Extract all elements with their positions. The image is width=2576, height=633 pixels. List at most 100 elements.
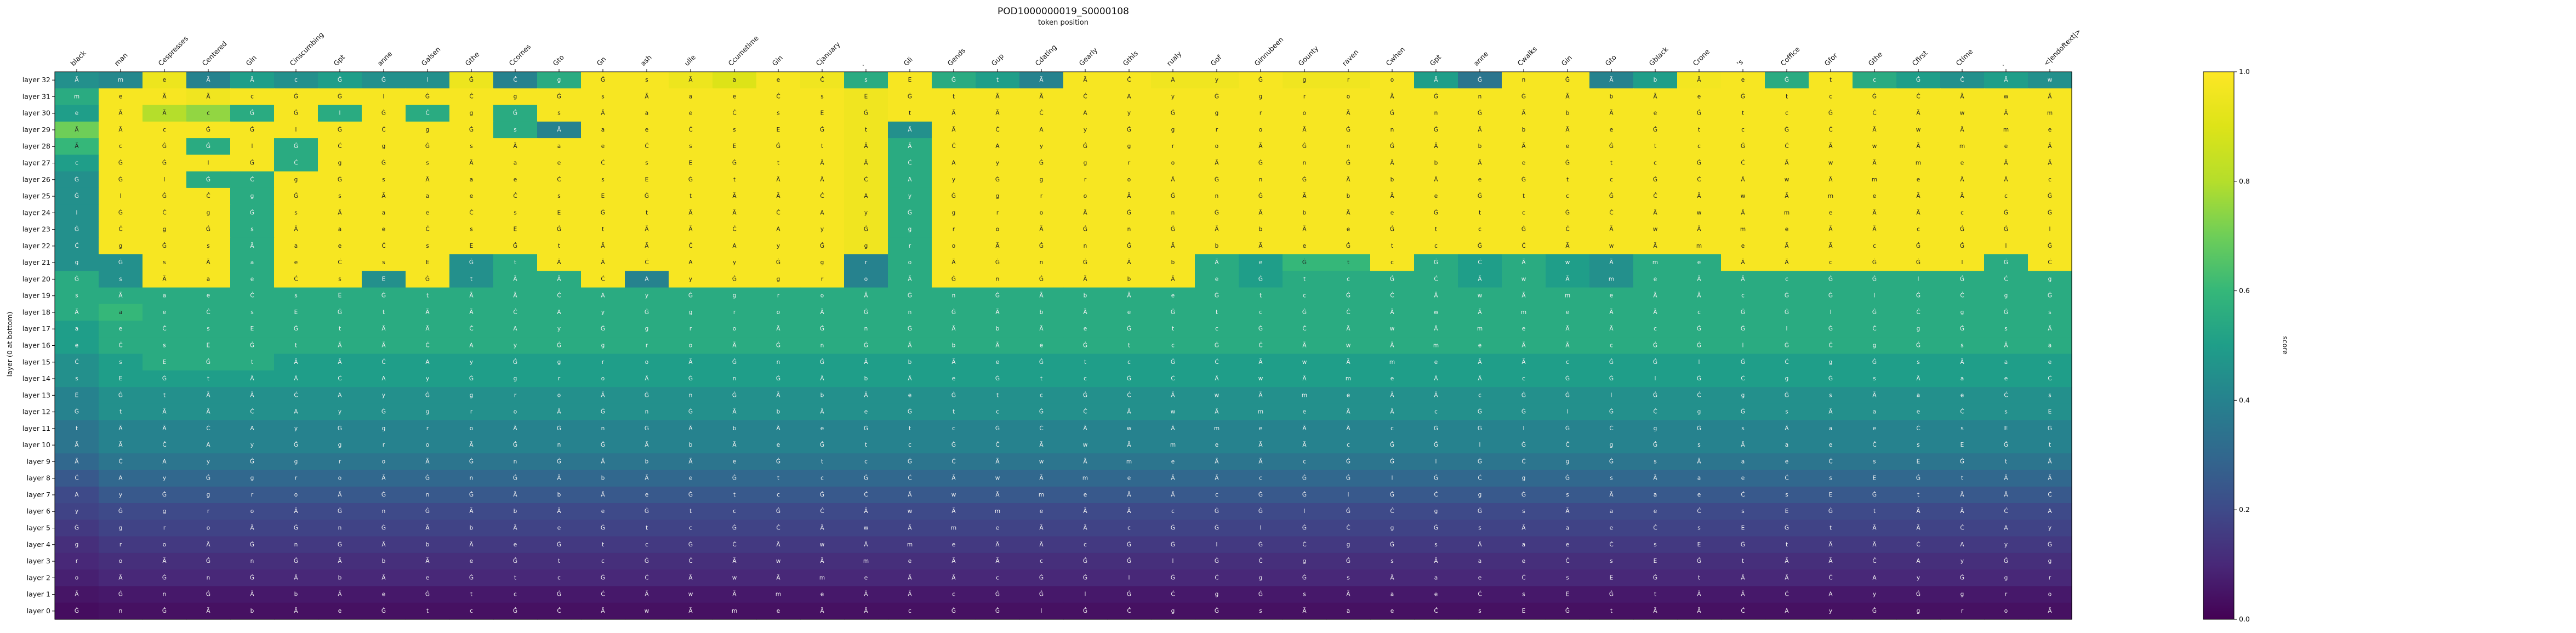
- cell-label: t: [470, 591, 472, 598]
- cell-label: e: [1303, 409, 1306, 415]
- cell-label: Ä: [250, 76, 254, 83]
- heatmap-cell: [1896, 138, 1941, 155]
- cell-label: c: [294, 77, 298, 83]
- cell-label: l: [208, 160, 209, 167]
- cell-label: Ä: [1171, 425, 1175, 432]
- cell-label: t: [1216, 309, 1218, 316]
- cell-label: n: [1434, 110, 1438, 117]
- cell-label: Ċ: [908, 475, 911, 482]
- heatmap-cell: [1414, 138, 1458, 155]
- cell-label: Ä: [1785, 425, 1789, 432]
- cell-label: Ä: [1741, 275, 1745, 282]
- cell-label: Ċ: [557, 607, 561, 614]
- colorbar-tick-label: 0.6: [2239, 287, 2250, 295]
- cell-label: s: [2048, 309, 2051, 316]
- cell-label: Ä: [1697, 275, 1701, 282]
- cell-label: Ġ: [425, 591, 430, 598]
- heatmap-cell: [1765, 72, 1809, 89]
- cell-label: Ċ: [864, 176, 868, 183]
- heatmap-cell: [844, 187, 888, 205]
- cell-label: Ä: [1785, 192, 1789, 199]
- cell-label: s: [338, 193, 341, 199]
- cell-label: Ċ: [1434, 491, 1438, 498]
- cell-label: m: [2047, 110, 2053, 117]
- cell-label: m: [1696, 243, 1702, 249]
- cell-label: Ċ: [1653, 524, 1657, 532]
- cell-label: Ä: [162, 93, 167, 100]
- cell-label: b: [733, 425, 737, 432]
- heatmap-cell: [1940, 254, 1985, 271]
- cell-label: Ä: [381, 475, 386, 482]
- cell-label: e: [1697, 259, 1701, 266]
- cell-label: a: [2004, 359, 2008, 366]
- heatmap-cell: [1151, 221, 1195, 238]
- cell-label: s: [557, 110, 560, 117]
- cell-label: o: [338, 475, 341, 482]
- heatmap-cell: [1677, 187, 1722, 205]
- cell-label: Ä: [688, 574, 693, 581]
- cell-label: Ä: [1741, 259, 1745, 266]
- cell-label: Ä: [381, 342, 386, 349]
- cell-label: g: [1215, 110, 1219, 117]
- cell-label: e: [1259, 259, 1262, 266]
- cell-label: Ä: [1434, 76, 1438, 83]
- cell-label: l: [1260, 525, 1262, 532]
- cell-label: a: [1610, 508, 1613, 515]
- cell-label: Ġ: [908, 408, 912, 415]
- cell-label: Ä: [1127, 507, 1131, 515]
- cell-label: Ä: [645, 441, 649, 448]
- cell-label: s: [1303, 591, 1306, 598]
- heatmap-cell: [406, 221, 450, 238]
- heatmap-cell: [274, 254, 318, 271]
- cell-label: l: [1830, 309, 1832, 316]
- cell-label: Ä: [1258, 391, 1263, 398]
- cell-label: a: [645, 110, 648, 117]
- cell-label: g: [294, 458, 298, 465]
- cell-label: Ä: [1302, 607, 1307, 614]
- cell-label: Ä: [1697, 192, 1701, 199]
- heatmap-cell: [625, 237, 669, 255]
- cell-label: Ä: [469, 309, 474, 316]
- heatmap-cell: [1809, 105, 1853, 122]
- x-tick-labels: black man Cespresses Centered Gin Cinscumbing…: [69, 27, 2082, 72]
- cell-label: Ġ: [864, 309, 868, 316]
- cell-label: Ä: [425, 325, 430, 332]
- cell-label: A: [206, 442, 210, 448]
- cell-label: Ä: [1039, 524, 1044, 532]
- x-tick-label: Gli: [902, 55, 914, 67]
- cell-label: Ġ: [1302, 309, 1307, 316]
- heatmap-cell: [1896, 121, 1941, 139]
- cell-label: Ä: [1653, 292, 1657, 299]
- cell-label: Ġ: [162, 574, 167, 581]
- cell-label: Ġ: [820, 441, 824, 448]
- cell-label: s: [75, 375, 78, 382]
- heatmap-cell: [1195, 88, 1239, 106]
- heatmap-cell: [55, 237, 99, 255]
- heatmap-cell: [1589, 221, 1634, 238]
- cell-label: e: [1522, 558, 1525, 564]
- heatmap-cell: [1853, 155, 1897, 172]
- heatmap-cell: [1370, 88, 1415, 106]
- heatmap-cell: [1589, 105, 1634, 122]
- heatmap-cell: [1063, 155, 1108, 172]
- cell-label: Ġ: [118, 391, 123, 398]
- cell-label: e: [820, 425, 824, 432]
- cell-label: A: [645, 276, 649, 282]
- heatmap-cell: [274, 171, 318, 189]
- cell-label: Ä: [995, 541, 1000, 548]
- cell-label: c: [470, 608, 473, 614]
- cell-label: Ä: [1346, 425, 1350, 432]
- cell-label: Ċ: [1083, 93, 1087, 100]
- cell-label: c: [1522, 209, 1525, 216]
- cell-label: Ġ: [1434, 475, 1438, 482]
- heatmap-cell: [581, 171, 625, 189]
- cell-label: e: [1829, 209, 1832, 216]
- heatmap-cell: [230, 171, 275, 189]
- heatmap-cell: [1414, 187, 1458, 205]
- cell-label: r: [295, 475, 298, 482]
- heatmap-cell: [1151, 138, 1195, 155]
- cell-label: Ġ: [776, 458, 780, 465]
- heatmap-cell: [143, 204, 187, 222]
- cell-label: m: [2003, 127, 2009, 133]
- heatmap-cell: [362, 271, 406, 288]
